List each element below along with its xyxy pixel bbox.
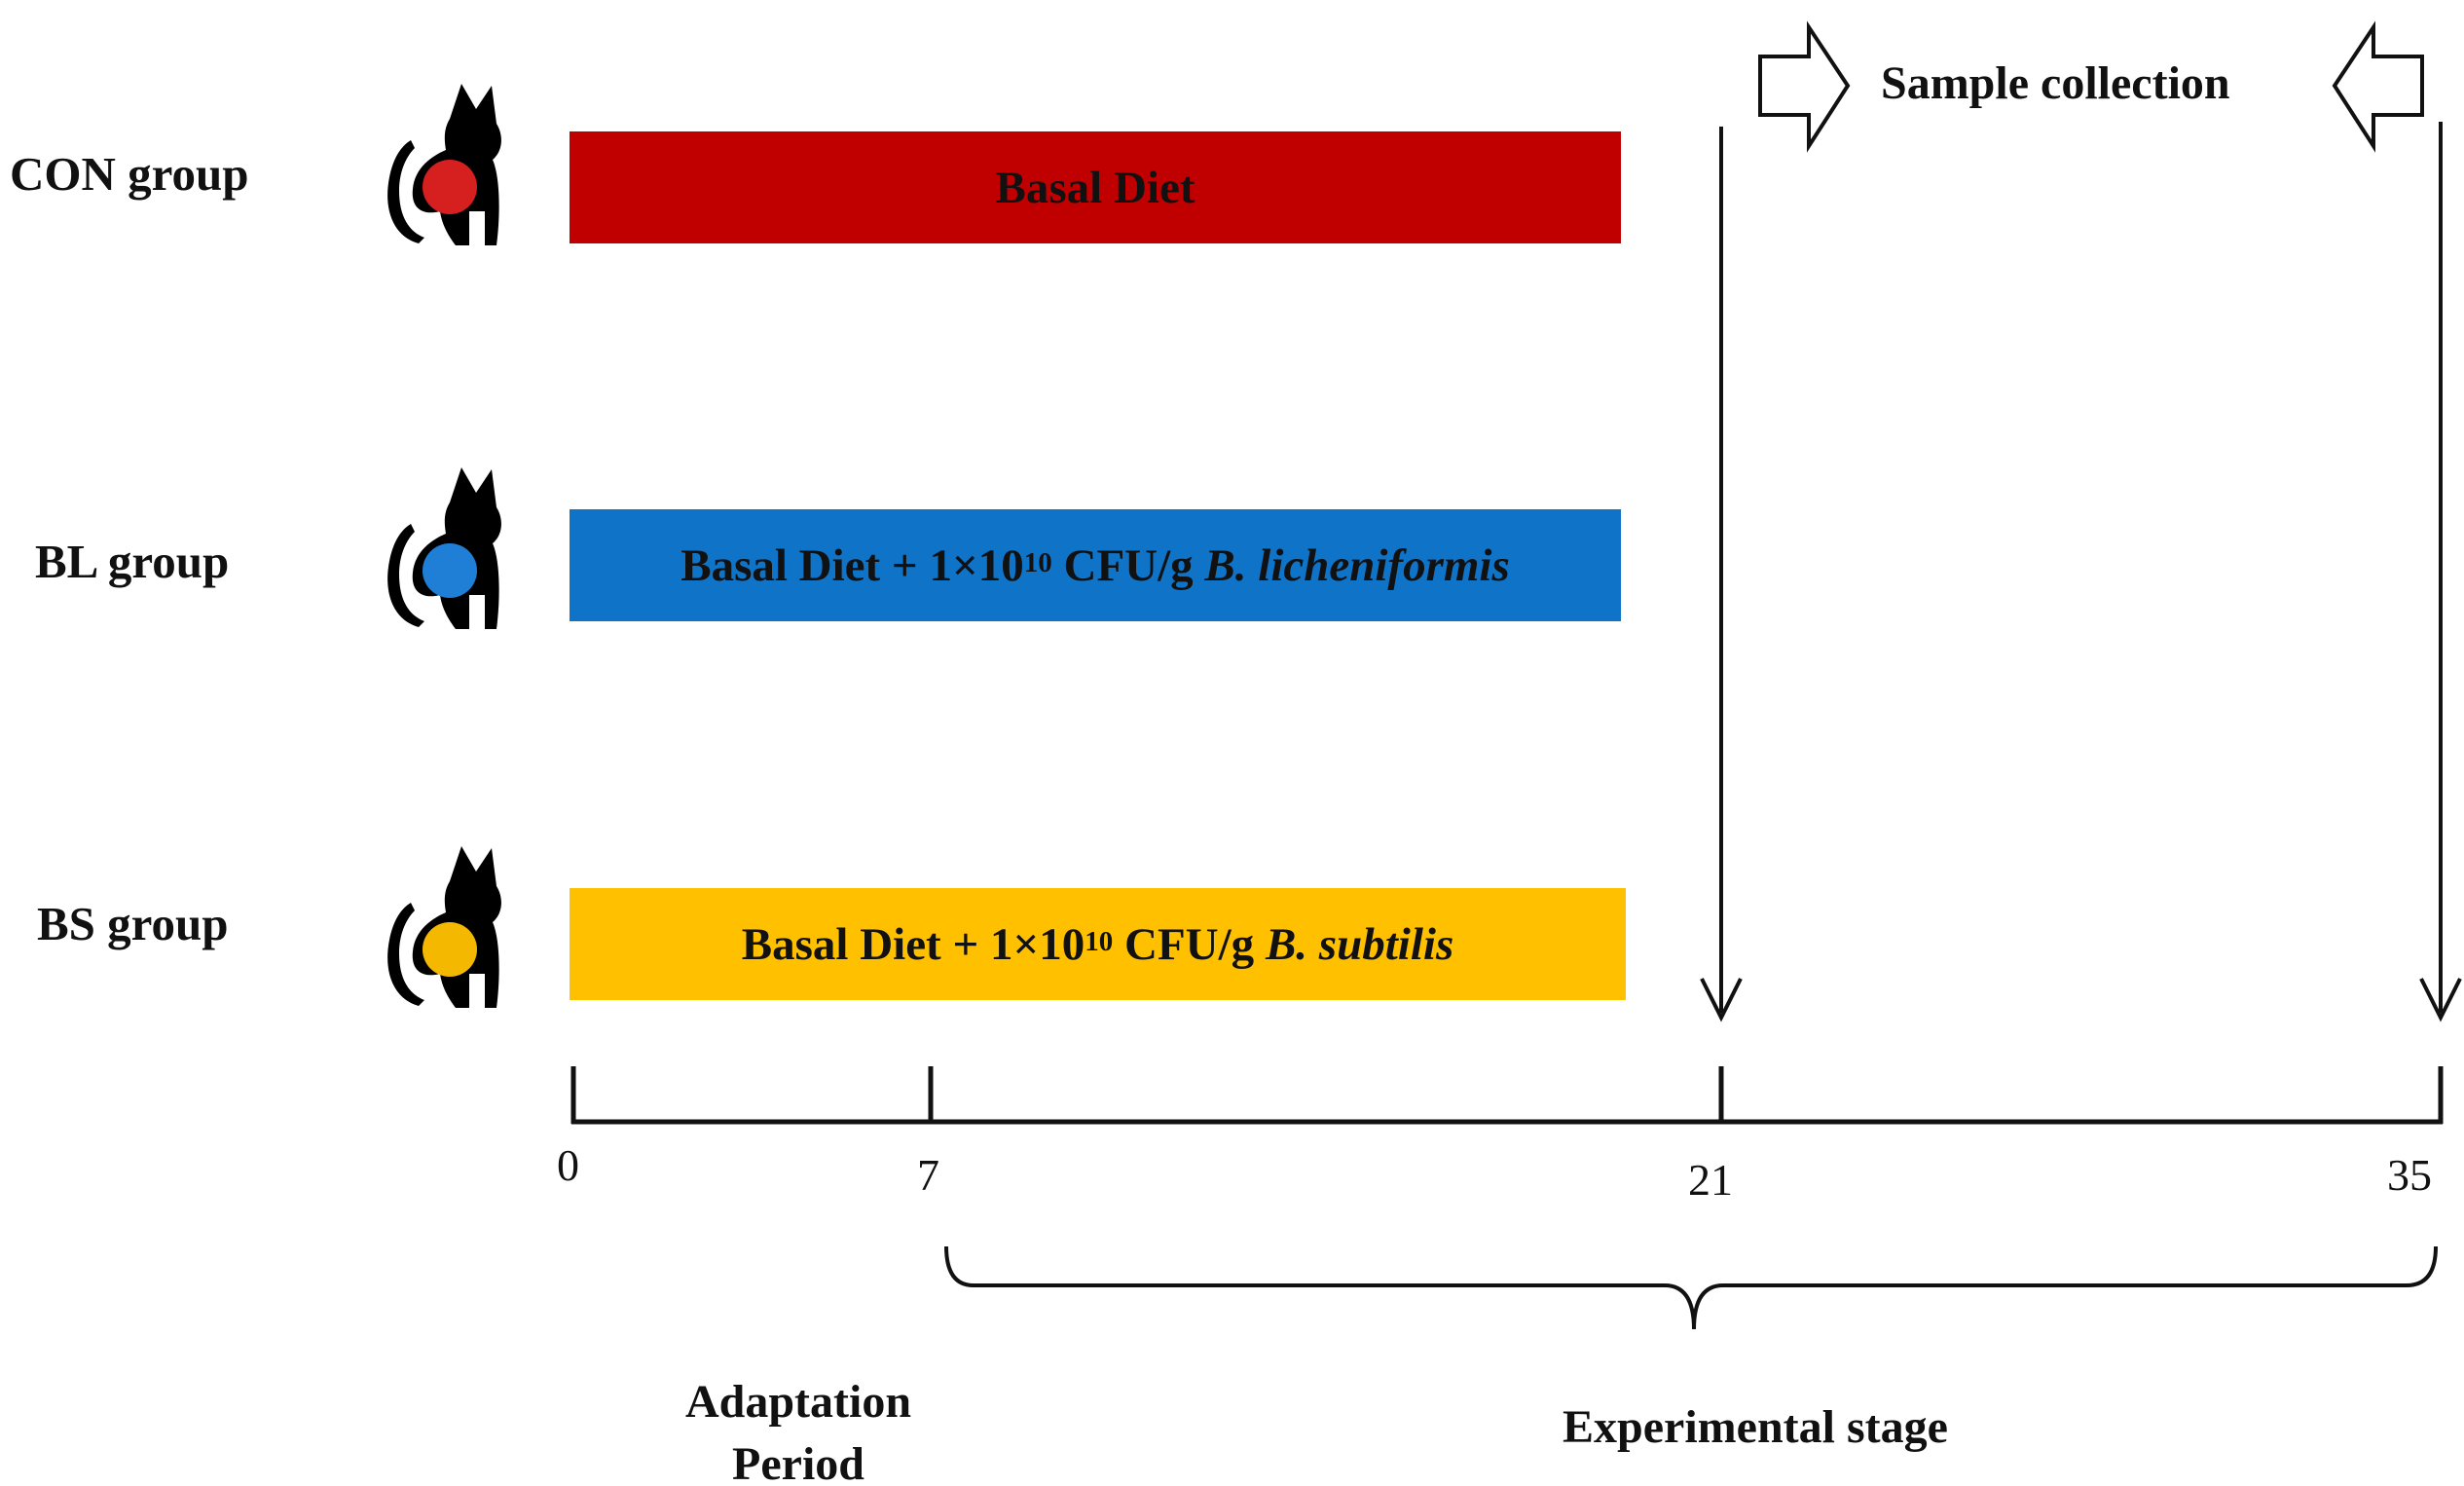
adaptation-line-1: Adaptation [684, 1376, 912, 1428]
tick-label-day-21: 21 [1688, 1155, 1733, 1205]
timeline-axis [570, 1066, 2444, 1125]
group-label-con: CON group [10, 147, 249, 201]
arrow-down-icon [1700, 127, 1743, 1022]
hollow-arrow-right-icon [1758, 20, 1851, 153]
bar-organism: B. licheniformis [1204, 539, 1510, 591]
adaptation-line-2: Period [732, 1438, 864, 1486]
bar-text: Basal Diet [995, 162, 1195, 213]
adaptation-period-label: Adaptation Period [672, 1371, 925, 1486]
group-label-bs: BS group [37, 897, 229, 950]
tick-label-day-35: 35 [2387, 1150, 2432, 1200]
experimental-stage-brace [944, 1245, 2438, 1330]
bar-text: Basal Diet + 1×10 [680, 539, 1024, 591]
bar-bs: Basal Diet + 1×10 10 CFU/g B. subtilis [570, 888, 1626, 1000]
tick-label-day-0: 0 [557, 1140, 579, 1190]
tick-label-day-7: 7 [917, 1150, 939, 1200]
bar-unit: CFU/g [1113, 918, 1266, 970]
cat-dot [423, 922, 477, 977]
hollow-arrow-left-icon [2332, 20, 2424, 153]
cat-dot [423, 543, 477, 598]
cat-icon [387, 84, 501, 245]
bar-organism: B. subtilis [1265, 918, 1454, 970]
bar-exponent: 10 [1023, 547, 1052, 578]
group-label-bl: BL group [35, 535, 230, 588]
experimental-stage-label: Experimental stage [1563, 1401, 1948, 1453]
bar-exponent: 10 [1085, 926, 1114, 957]
arrow-down-icon [2419, 122, 2462, 1022]
cat-dot [423, 160, 477, 214]
bar-bl: Basal Diet + 1×10 10 CFU/g B. licheniform… [570, 509, 1621, 621]
cat-icon [387, 467, 501, 629]
bar-con: Basal Diet [570, 131, 1621, 243]
sample-collection-label: Sample collection [1881, 57, 2230, 109]
bar-text: Basal Diet + 1×10 [741, 918, 1085, 970]
bar-unit: CFU/g [1051, 539, 1205, 591]
cat-icon [387, 846, 501, 1008]
